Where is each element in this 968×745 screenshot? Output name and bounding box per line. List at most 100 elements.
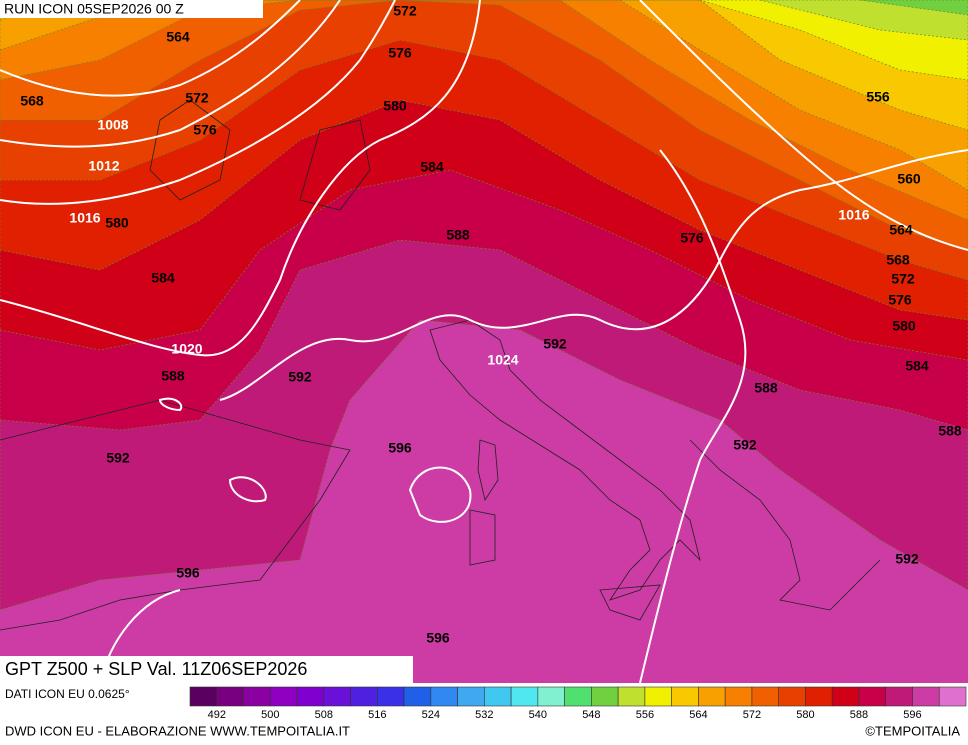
contour-label: 1016 [69,210,100,226]
contour-label: 560 [897,171,921,187]
colorbar-cell [831,686,860,707]
colorbar-cell [323,686,351,707]
contour-label: 596 [426,630,450,646]
band [0,0,968,191]
colorbar-cell [403,686,432,707]
contour-labels: 564 572 576 568 572 1008 576 580 556 1012 584 560 10… [20,3,962,646]
colorbar-tick-label: 492 [208,709,226,721]
colorbar-cell [216,686,244,707]
colorbar-cell [537,686,565,707]
band [859,0,968,16]
colorbar-cell [564,686,592,707]
run-label: RUN ICON 05SEP2026 00 Z [4,1,184,17]
contour-label: 576 [888,292,912,308]
contour-label: 588 [754,380,778,396]
contour-label: 592 [895,551,919,567]
contour-label: 568 [20,93,44,109]
colorbar-cell [269,686,298,707]
credit: DWD ICON EU - ELABORAZIONE WWW.TEMPOITAL… [5,723,350,738]
contour-label: 580 [105,215,129,231]
map-title: GPT Z500 + SLP Val. 11Z06SEP2026 [5,659,307,679]
source-label: DATI ICON EU 0.0625° [5,687,130,701]
contour-label: 596 [176,565,200,581]
colorbar-tick-label: 548 [582,709,600,721]
contour-label: 592 [288,369,312,385]
colorbar-cell [751,686,779,707]
contour-label: 588 [938,423,962,439]
colorbar-cell [938,686,967,707]
colorbar-tick-label: 524 [422,709,440,721]
colorbar-cell [296,686,325,707]
colorbar-tick-label: 556 [636,709,654,721]
colorbar-tick-label: 532 [475,709,493,721]
colorbar-cell [617,686,646,707]
contour-label: 576 [193,122,217,138]
isobar [408,466,472,523]
isobar [158,397,267,503]
contour-label: 592 [106,450,130,466]
isobars [0,0,968,684]
colorbar-cell [885,686,913,707]
colorbar-cell [189,686,218,707]
colorbar-cell [778,686,806,707]
contour-label: 1008 [97,117,128,133]
colorbar-tick-label: 572 [743,709,761,721]
contour-label: 580 [383,98,407,114]
colorbar-tick-label: 540 [529,709,547,721]
colorbar-cell [484,686,512,707]
colorbar-tick-label: 508 [315,709,333,721]
contour-label: 1020 [171,341,202,357]
colorbar-cell [243,686,271,707]
contour-label: 572 [891,271,915,287]
run-box [0,0,263,18]
colorbar-cell [912,686,940,707]
colorbar: 492 500 508 516 524 532 540 548 556 564 572 580 588 5… [189,686,967,721]
colorbar-cell [698,686,726,707]
contour-label: 564 [166,29,190,45]
contour-label: 584 [905,358,929,374]
colorbar-cell [430,686,458,707]
colorbar-cell [457,686,485,707]
contour-label: 572 [393,3,417,19]
band [759,0,968,41]
colorbar-cell [644,686,672,707]
colorbar-cell [377,686,405,707]
colorbar-cell [671,686,699,707]
contour-label: 592 [543,336,567,352]
contour-label: 576 [388,45,412,61]
italy-coast [429,319,701,601]
contour-label: 1012 [88,158,119,174]
balkan-coast [689,439,881,611]
colorbar-tick-label: 588 [850,709,868,721]
colorbar-cell [858,686,887,707]
contour-label: 572 [185,90,209,106]
contour-label: 576 [680,230,704,246]
colorbar-cell [591,686,619,707]
isobar [639,149,747,684]
height-bands [0,0,968,683]
isobar [0,0,341,148]
colorbar-cell [510,686,539,707]
contour-label: 556 [866,89,890,105]
contour-label: 568 [886,252,910,268]
isobar [0,0,301,97]
title-box [0,656,413,683]
colorbar-cell [350,686,378,707]
isobar [0,0,481,357]
colorbar-tick-label: 580 [796,709,814,721]
colorbar-tick-label: 500 [261,709,279,721]
colorbar-cell [724,686,753,707]
colorbar-tick-label: 564 [689,709,707,721]
colorbar-tick-label: 516 [368,709,386,721]
contour-label: 588 [446,227,470,243]
colorbar-cell [805,686,833,707]
contour-label: 1024 [487,352,518,368]
islands [469,439,661,621]
logo: ©TEMPOITALIA [865,723,960,738]
isobar [0,0,396,205]
contour-label: 584 [420,159,444,175]
contour-label: 1016 [838,207,869,223]
contour-label: 580 [892,318,916,334]
contour-label: 584 [151,270,175,286]
